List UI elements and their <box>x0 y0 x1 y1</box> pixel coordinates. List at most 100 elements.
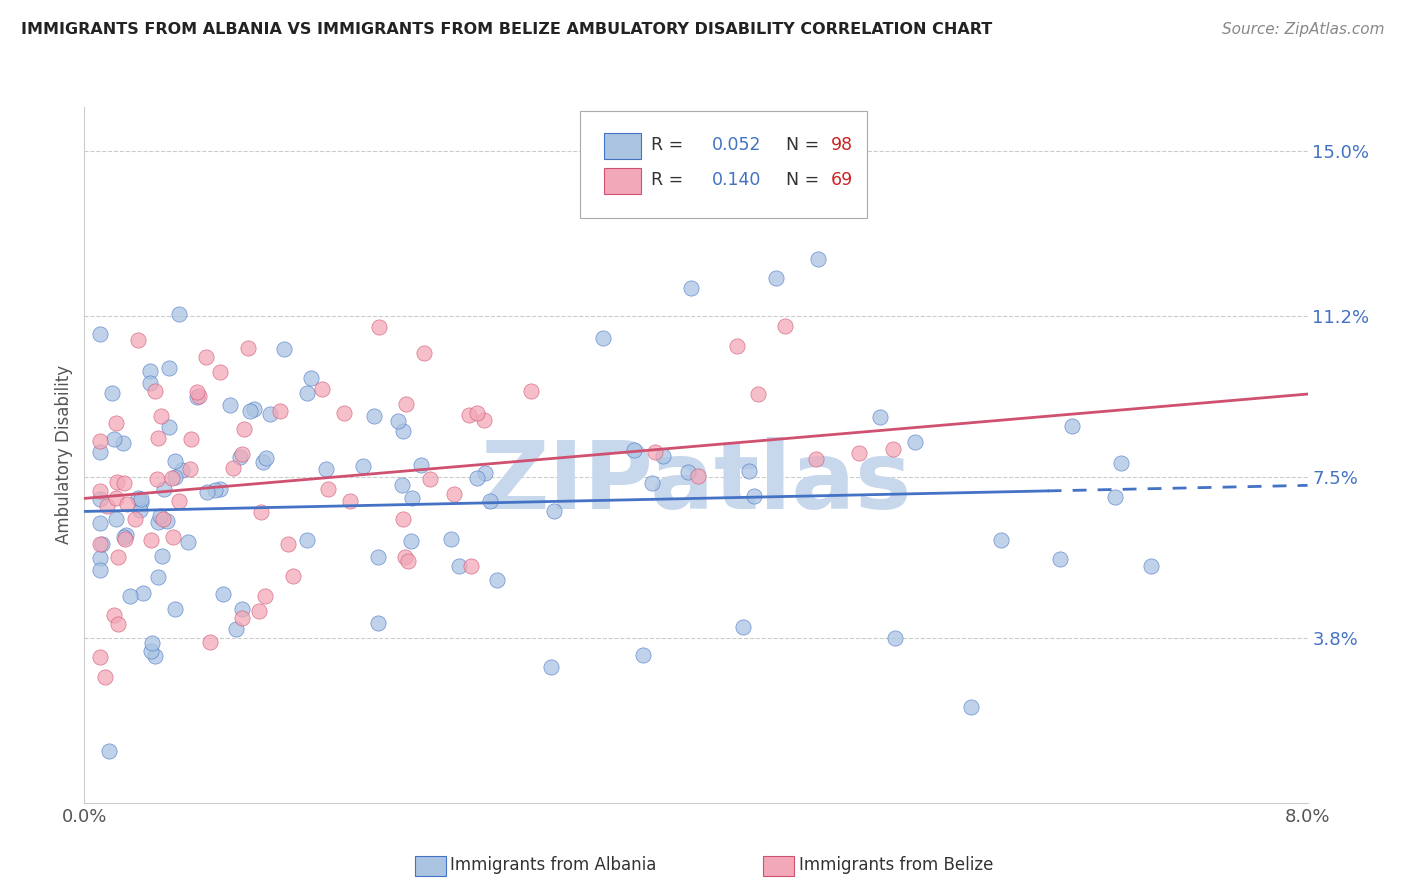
Point <box>129 502 152 516</box>
Point <box>139 376 162 390</box>
Point <box>460 558 482 573</box>
Point <box>623 443 645 458</box>
Point <box>170 463 193 477</box>
Point <box>143 649 166 664</box>
Text: 69: 69 <box>831 171 853 189</box>
Point <box>219 398 242 412</box>
FancyBboxPatch shape <box>605 168 641 194</box>
Point <box>883 631 905 645</box>
Point <box>243 401 266 416</box>
Point <box>231 447 253 461</box>
Point <box>160 471 183 485</box>
Point <box>387 414 409 428</box>
Point <box>731 619 754 633</box>
Point <box>688 469 710 483</box>
Point <box>138 364 160 378</box>
Point <box>188 389 211 403</box>
Point <box>163 602 186 616</box>
Point <box>396 554 419 568</box>
Point <box>89 563 111 577</box>
Point <box>592 331 614 345</box>
Point <box>146 472 169 486</box>
Point <box>141 636 163 650</box>
Point <box>869 410 891 425</box>
Point <box>236 342 259 356</box>
Point <box>273 342 295 356</box>
Point <box>363 409 385 423</box>
Point <box>804 452 827 467</box>
Point <box>440 532 463 546</box>
Point <box>104 491 127 505</box>
Point <box>479 494 502 508</box>
Point <box>652 449 675 463</box>
Point <box>165 470 187 484</box>
Text: 98: 98 <box>831 136 852 154</box>
Point <box>89 484 111 499</box>
Point <box>204 483 226 498</box>
Point <box>112 476 135 491</box>
Point <box>146 570 169 584</box>
Point <box>277 537 299 551</box>
Point <box>465 405 488 419</box>
Y-axis label: Ambulatory Disability: Ambulatory Disability <box>55 366 73 544</box>
Point <box>1139 558 1161 573</box>
Point <box>990 533 1012 548</box>
Point <box>131 495 153 509</box>
Point <box>882 442 904 456</box>
Point <box>311 383 333 397</box>
Point <box>299 371 322 385</box>
Point <box>177 534 200 549</box>
Point <box>107 549 129 564</box>
Point <box>352 458 374 473</box>
Point <box>156 514 179 528</box>
Point <box>89 551 111 566</box>
Point <box>115 528 138 542</box>
Point <box>89 492 111 507</box>
Point <box>391 478 413 492</box>
Point <box>89 516 111 530</box>
Point <box>162 530 184 544</box>
FancyBboxPatch shape <box>605 133 641 159</box>
Point <box>152 483 174 497</box>
Point <box>474 466 496 480</box>
Point <box>676 466 699 480</box>
Point <box>152 511 174 525</box>
Text: IMMIGRANTS FROM ALBANIA VS IMMIGRANTS FROM BELIZE AMBULATORY DISABILITY CORRELAT: IMMIGRANTS FROM ALBANIA VS IMMIGRANTS FR… <box>21 22 993 37</box>
Point <box>641 475 664 490</box>
Point <box>105 512 128 526</box>
Point <box>681 281 703 295</box>
Point <box>1111 456 1133 470</box>
Point <box>179 462 201 476</box>
Point <box>519 384 541 399</box>
Point <box>281 568 304 582</box>
Point <box>960 700 983 714</box>
Point <box>89 537 111 551</box>
Point <box>186 384 208 399</box>
Point <box>742 489 765 503</box>
Point <box>157 420 180 434</box>
Point <box>737 464 759 478</box>
Text: 0.052: 0.052 <box>711 136 762 154</box>
Point <box>157 361 180 376</box>
Point <box>315 462 337 476</box>
Point <box>163 454 186 468</box>
Point <box>367 616 389 631</box>
Text: R =: R = <box>651 171 689 189</box>
Point <box>391 512 413 526</box>
Point <box>225 622 247 636</box>
Point <box>540 660 562 674</box>
Point <box>149 409 172 423</box>
Point <box>247 604 270 618</box>
Text: Immigrants from Albania: Immigrants from Albania <box>450 856 657 874</box>
Point <box>333 406 356 420</box>
Point <box>129 491 152 506</box>
Point <box>747 387 769 401</box>
Point <box>105 417 128 431</box>
Text: 0.140: 0.140 <box>711 171 761 189</box>
Point <box>148 509 170 524</box>
Point <box>250 505 273 519</box>
Point <box>89 434 111 448</box>
Point <box>295 533 318 547</box>
Point <box>1062 419 1084 434</box>
Point <box>1049 552 1071 566</box>
